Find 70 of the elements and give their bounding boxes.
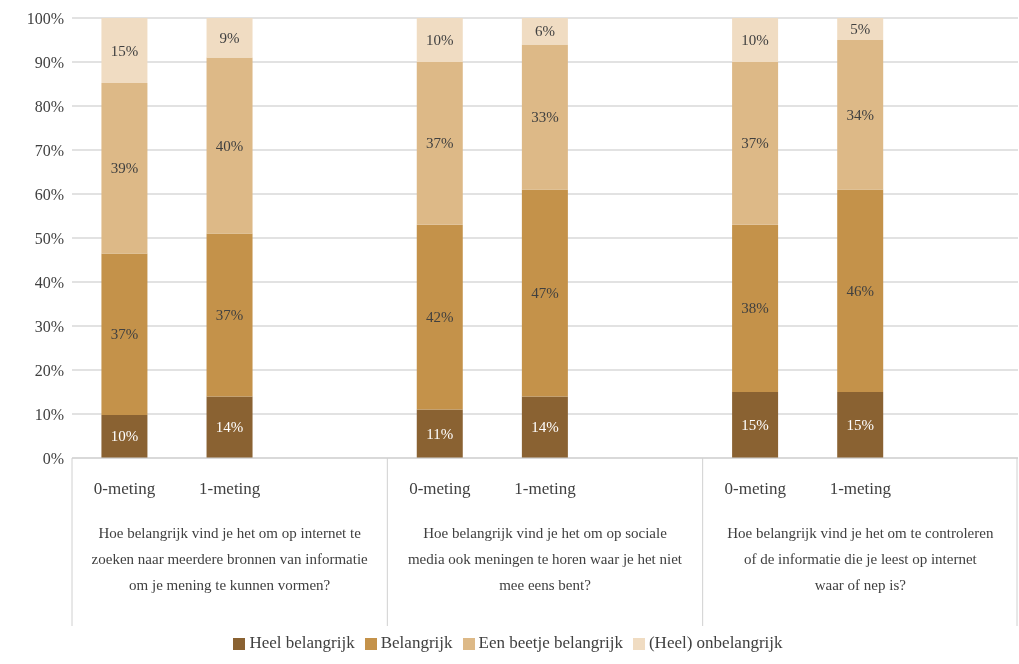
legend-label: Een beetje belangrijk (478, 633, 623, 652)
bar (101, 414, 148, 458)
bar (416, 62, 463, 225)
bar (416, 409, 463, 458)
bar (837, 40, 884, 190)
data-label: 39% (110, 160, 139, 177)
y-tick-label: 30% (34, 317, 64, 335)
bar (732, 224, 779, 392)
bar (521, 44, 568, 190)
x-tick-label: 1-meting (514, 479, 577, 498)
y-tick-label: 60% (34, 185, 64, 203)
data-label: 37% (215, 307, 244, 323)
legend-label: Belangrijk (380, 633, 453, 652)
bar (101, 83, 148, 254)
data-label: 11% (426, 425, 454, 442)
data-label: 37% (426, 135, 454, 152)
text: Hoe belangrijk vind je het om op sociale media ook meningen te horen waar je het niet mee eens bent? (407, 525, 683, 593)
data-label: 37% (110, 326, 139, 343)
y-tick-label: 50% (34, 229, 64, 247)
text: Hoe belangrijk vind je het om te controleren of de informatie die je leest op internet waar of nep is? (727, 525, 994, 593)
bar (521, 189, 568, 397)
bar (101, 253, 148, 415)
data-label: 15% (110, 42, 139, 59)
bar (206, 18, 253, 58)
text: Hoe belangrijk vind je het om op internet te zoeken naar meerdere bronnen van informatie om je mening te kunnen vormen? (91, 525, 369, 593)
y-tick-label: 70% (34, 141, 64, 159)
legend-label: Heel belangrijk (249, 633, 355, 652)
y-tick-label: 40% (34, 273, 64, 291)
data-label: 40% (215, 137, 244, 154)
x-tick-label: 1-meting (198, 479, 261, 498)
data-label: 14% (531, 419, 559, 436)
bar (206, 233, 253, 397)
data-label: 10% (741, 32, 769, 48)
data-label: 46% (846, 282, 874, 299)
data-label: 5% (850, 21, 871, 37)
y-tick-label: 80% (34, 97, 64, 115)
y-tick-label: 10% (34, 405, 64, 423)
data-label: 42% (426, 309, 454, 326)
data-label: 14% (215, 419, 244, 436)
x-tick-label: 0-meting (93, 479, 156, 498)
bar (521, 396, 568, 458)
bar (206, 57, 253, 234)
bar (206, 396, 253, 458)
x-tick-label: 0-meting (724, 479, 787, 498)
data-label: 10% (110, 428, 139, 445)
legend-label: (Heel) onbelangrijk (648, 633, 783, 652)
data-label: 38% (741, 300, 769, 317)
data-label: 33% (531, 109, 559, 125)
bar (732, 392, 779, 458)
bar (416, 224, 463, 410)
x-tick-label: 0-meting (409, 479, 472, 498)
data-label: 47% (531, 285, 559, 301)
bar (837, 392, 884, 458)
x-tick-label: 1-meting (829, 479, 892, 498)
data-label: 9% (219, 29, 240, 46)
data-label: 6% (534, 23, 555, 40)
y-tick-label: 20% (34, 361, 64, 379)
y-tick-label: 90% (34, 53, 64, 71)
y-tick-label: 100% (26, 9, 64, 27)
y-tick-label: 0% (42, 449, 64, 467)
bar (837, 189, 884, 392)
data-label: 10% (426, 32, 454, 48)
data-label: 37% (741, 135, 769, 152)
data-label: 15% (741, 417, 769, 433)
data-label: 15% (846, 417, 874, 433)
bar (732, 62, 779, 225)
bar (416, 18, 463, 62)
bar (101, 18, 148, 84)
data-label: 34% (846, 106, 874, 123)
bar (732, 18, 779, 62)
